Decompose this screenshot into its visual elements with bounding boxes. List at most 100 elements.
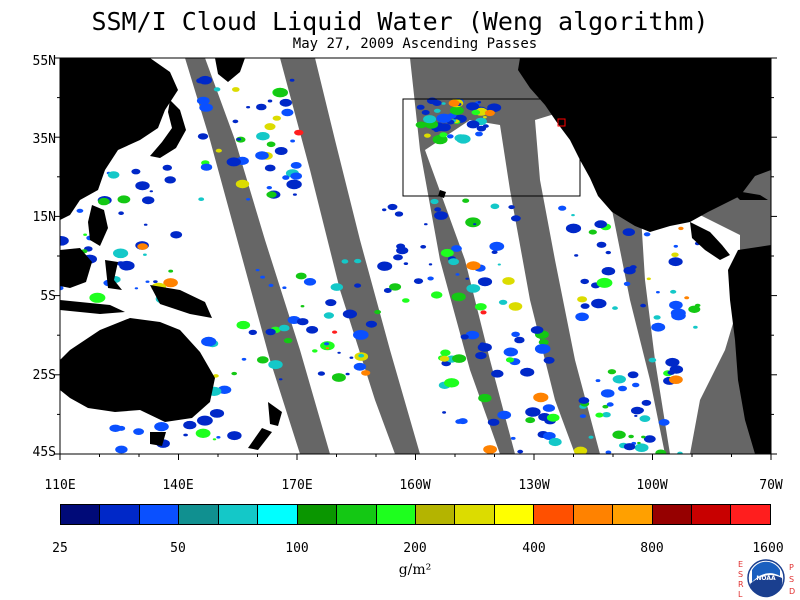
- cloud-patch: [349, 356, 354, 359]
- location-marker: [557, 118, 566, 127]
- cloud-patch: [653, 315, 661, 320]
- cloud-patch: [571, 214, 575, 217]
- cloud-patch: [143, 223, 148, 226]
- cloud-patch: [226, 157, 241, 167]
- cloud-patch: [195, 428, 211, 438]
- cloud-patch: [117, 195, 131, 204]
- region-box: [402, 98, 581, 197]
- cloud-patch: [457, 418, 468, 425]
- cloud-patch: [466, 102, 480, 111]
- cloud-patch: [671, 252, 679, 258]
- cloud-patch: [332, 330, 338, 334]
- colorbar-swatch: [534, 505, 574, 524]
- cloud-patch: [466, 284, 481, 293]
- map-subtitle: May 27, 2009 Ascending Passes: [292, 36, 538, 52]
- cloud-patch: [637, 441, 641, 445]
- cloud-patch: [627, 371, 639, 379]
- cloud-patch: [183, 420, 197, 430]
- cloud-patch: [491, 250, 498, 254]
- cloud-patch: [260, 275, 265, 279]
- colorbar-swatch: [455, 505, 495, 524]
- cloud-patch: [415, 121, 427, 129]
- cloud-patch: [600, 389, 615, 398]
- cloud-patch: [353, 330, 369, 340]
- new-zealand-south-landmass: [248, 428, 272, 450]
- cloud-patch: [236, 320, 251, 330]
- cloud-patch: [382, 208, 387, 212]
- cloud-patch: [670, 289, 677, 294]
- central-america-landmass: [690, 222, 730, 260]
- cloud-patch: [480, 310, 487, 315]
- cloud-patch: [656, 291, 660, 294]
- new-zealand-landmass: [268, 402, 282, 426]
- cloud-patch: [331, 373, 346, 382]
- cloud-patch: [286, 179, 302, 190]
- esrl-text: E S R L: [738, 560, 744, 599]
- psd-letter: D: [789, 587, 795, 596]
- cloud-patch: [677, 451, 683, 454]
- cloud-patch: [283, 337, 293, 344]
- cloud-patch: [266, 141, 276, 148]
- cloud-patch: [209, 409, 225, 418]
- cloud-patch: [416, 104, 425, 110]
- tasmania-landmass: [150, 432, 166, 446]
- colorbar-units: g/m²: [398, 562, 432, 578]
- cloud-patch: [646, 277, 651, 281]
- cloud-patch: [575, 312, 589, 322]
- cloud-patch: [580, 278, 589, 285]
- cloud-patch: [669, 375, 683, 385]
- cloud-patch: [107, 171, 120, 179]
- cloud-patch: [497, 410, 512, 420]
- lon-label: 110E: [44, 478, 76, 493]
- cloud-patch: [668, 257, 683, 267]
- cloud-patch: [573, 446, 588, 454]
- cloud-patch: [241, 357, 247, 361]
- cloud-patch: [533, 392, 549, 403]
- cloud-patch: [487, 103, 502, 112]
- cloud-patch: [255, 151, 269, 160]
- cloud-patch: [588, 229, 597, 235]
- cloud-patch: [440, 349, 451, 357]
- cloud-patch: [678, 226, 684, 231]
- cloud-patch: [266, 186, 272, 190]
- cloud-patch: [665, 357, 680, 367]
- sumatra-java-landmass: [60, 300, 125, 314]
- cloud-patch: [439, 355, 450, 362]
- cloud-patch: [618, 385, 627, 392]
- cloud-patch: [268, 283, 274, 287]
- cloud-patch: [517, 449, 524, 454]
- cloud-patch: [548, 437, 562, 447]
- lat-label: 55N: [32, 54, 56, 69]
- cloud-patch: [545, 419, 549, 422]
- cloud-patch: [471, 109, 481, 116]
- asia-landmass: [60, 58, 178, 220]
- cloud-patch: [383, 288, 392, 293]
- cloud-patch: [441, 102, 446, 105]
- cloud-patch: [213, 374, 219, 378]
- map-title: SSM/I Cloud Liquid Water (Weng algorithm…: [91, 7, 709, 36]
- cloud-patch: [324, 342, 330, 346]
- colorbar-swatch: [376, 505, 416, 524]
- cloud-patch: [197, 133, 209, 140]
- cloud-patch: [143, 253, 147, 256]
- cloud-patch: [421, 110, 430, 115]
- philippines-landmass: [88, 205, 108, 246]
- cloud-patch: [423, 115, 437, 124]
- lon-label: 170E: [281, 478, 313, 493]
- cloud-patch: [325, 347, 330, 350]
- colorbar-swatch: [337, 505, 377, 524]
- cloud-patch: [643, 232, 651, 237]
- cloud-patch: [538, 339, 549, 346]
- sulawesi-landmass: [105, 260, 122, 290]
- cloud-patch: [641, 435, 646, 439]
- cloud-patch: [117, 425, 126, 431]
- cloud-patch: [154, 422, 169, 432]
- cloud-patch: [433, 108, 441, 113]
- cloud-patch: [483, 116, 487, 119]
- cloud-patch: [577, 296, 588, 303]
- psd-letter: S: [789, 575, 794, 584]
- colorbar-tick-label: 25: [52, 541, 68, 556]
- colorbar-swatch: [494, 505, 535, 524]
- cloud-patch: [491, 369, 504, 378]
- cloud-patch: [264, 164, 276, 172]
